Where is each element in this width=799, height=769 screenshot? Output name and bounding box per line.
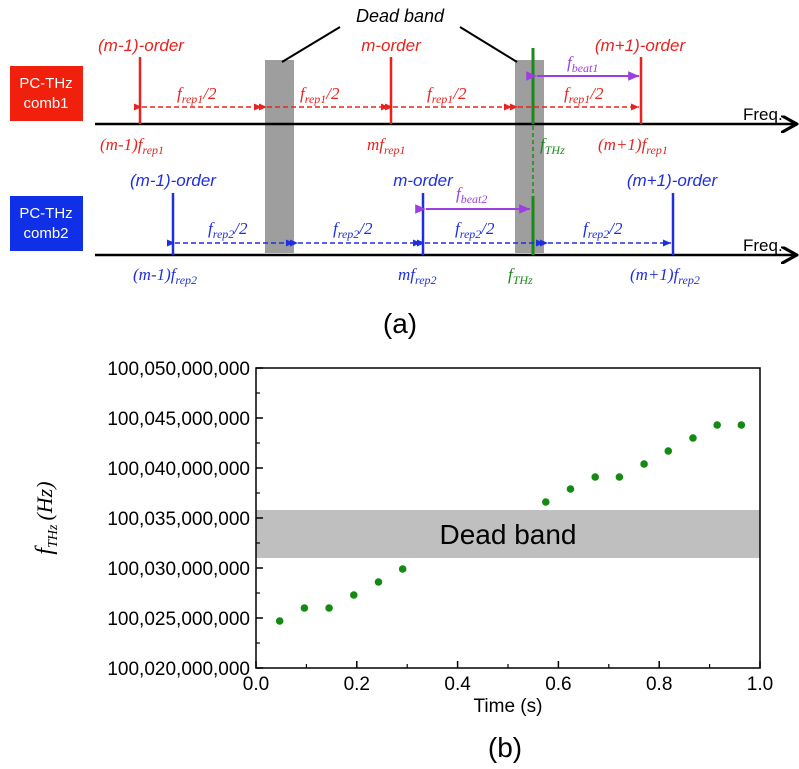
- comb1-freq-label: Freq.: [743, 105, 783, 124]
- thz-label-upper: fTHz: [540, 135, 565, 157]
- x-tick-label: 0.6: [545, 674, 571, 695]
- data-point: [300, 604, 309, 612]
- x-tick-label: 0.4: [444, 674, 471, 695]
- comb2-spacing-label: frep2/2: [208, 219, 248, 241]
- dead-band-leader-right: [459, 26, 518, 63]
- x-tick-label: 0.8: [646, 674, 672, 695]
- data-point: [689, 434, 697, 442]
- x-tick-label: 0.2: [344, 674, 370, 695]
- y-tick-label: 100,025,000,000: [107, 609, 250, 630]
- comb1-spacing-label: frep1/2: [177, 84, 217, 106]
- data-point: [615, 473, 624, 481]
- panel-a: Dead band PC-THz comb1 PC-THz comb2 Freq…: [10, 6, 795, 339]
- comb2-tick-mid: mfrep2: [398, 265, 437, 287]
- dead-band-region-label: Dead band: [439, 519, 576, 550]
- comb1-order-left: (m-1)-order: [98, 36, 185, 55]
- data-point: [374, 578, 383, 586]
- dead-band-leader-left: [281, 26, 341, 63]
- y-tick-label: 100,035,000,000: [107, 509, 250, 530]
- comb1-spacing-labels: frep1/2 frep1/2 frep1/2 frep1/2: [177, 84, 604, 106]
- comb1-spacing-label: frep1/2: [300, 84, 340, 106]
- comb1-spacing-label: frep1/2: [427, 84, 467, 106]
- comb1-label-line1: PC-THz: [19, 75, 72, 92]
- comb2-spacing-label: frep2/2: [333, 219, 373, 241]
- data-point: [566, 485, 575, 493]
- y-tick-label: 100,050,000,000: [107, 359, 250, 380]
- comb1-label-box: [10, 66, 83, 121]
- comb2-spacing-labels: frep2/2 frep2/2 frep2/2 frep2/2: [208, 219, 623, 241]
- dead-band-rect-right: [515, 60, 544, 253]
- comb2-order-right: (m+1)-order: [627, 171, 719, 190]
- data-point: [664, 447, 673, 455]
- dead-band-label: Dead band: [356, 6, 445, 26]
- y-axis-label: fTHz(Hz): [32, 481, 61, 554]
- comb2-tick-left: (m-1)frep2: [133, 265, 197, 287]
- data-point: [275, 617, 284, 625]
- panel-b: Dead band 0.0 0.2 0.4 0.6 0.8 1.0 100,020,000…: [32, 359, 773, 763]
- comb1-tick-left: (m-1)frep1: [100, 135, 164, 157]
- beat1-label: fbeat1: [567, 53, 598, 75]
- dead-band-region: [256, 510, 760, 558]
- comb2-label-box: [10, 196, 83, 251]
- y-tick-label: 100,020,000,000: [107, 659, 250, 680]
- data-point: [737, 421, 746, 429]
- data-points: [275, 421, 746, 625]
- x-tick-label: 1.0: [747, 674, 773, 695]
- comb2-freq-label: Freq.: [743, 236, 783, 255]
- comb1-label-line2: comb1: [23, 95, 68, 112]
- data-point: [398, 565, 407, 573]
- y-ticks: 100,020,000,000 100,025,000,000 100,030,00…: [107, 359, 263, 680]
- comb2-spacing-label: frep2/2: [583, 219, 623, 241]
- y-tick-label: 100,040,000,000: [107, 459, 250, 480]
- data-point: [591, 473, 599, 481]
- dead-band-rect-left: [265, 60, 294, 253]
- data-point: [640, 460, 648, 468]
- panel-b-label: (b): [488, 732, 522, 763]
- data-point: [713, 421, 721, 429]
- comb2-tick-right: (m+1)frep2: [630, 265, 700, 287]
- thz-label-lower: fTHz: [508, 265, 533, 287]
- x-ticks: 0.0 0.2 0.4 0.6 0.8 1.0: [243, 661, 773, 695]
- y-tick-label: 100,045,000,000: [107, 409, 250, 430]
- x-axis-label: Time (s): [474, 696, 543, 717]
- comb1-tick-right: (m+1)frep1: [598, 135, 668, 157]
- comb2-order-mid: m-order: [393, 171, 454, 190]
- data-point: [349, 591, 358, 599]
- panel-a-label: (a): [383, 308, 417, 339]
- comb1-order-mid: m-order: [361, 36, 422, 55]
- comb1-order-right: (m+1)-order: [595, 36, 687, 55]
- comb2-label-line2: comb2: [23, 225, 68, 242]
- comb2-order-left: (m-1)-order: [130, 171, 217, 190]
- beat2-label: fbeat2: [456, 184, 487, 206]
- x-tick-label: 0.0: [243, 674, 269, 695]
- comb1-tick-mid: mfrep1: [367, 135, 406, 157]
- comb2-label-line1: PC-THz: [19, 205, 72, 222]
- comb2-spacing-label: frep2/2: [455, 219, 495, 241]
- data-point: [542, 498, 550, 506]
- comb1-spacing-label: frep1/2: [564, 84, 604, 106]
- y-tick-label: 100,030,000,000: [107, 559, 250, 580]
- data-point: [325, 604, 333, 612]
